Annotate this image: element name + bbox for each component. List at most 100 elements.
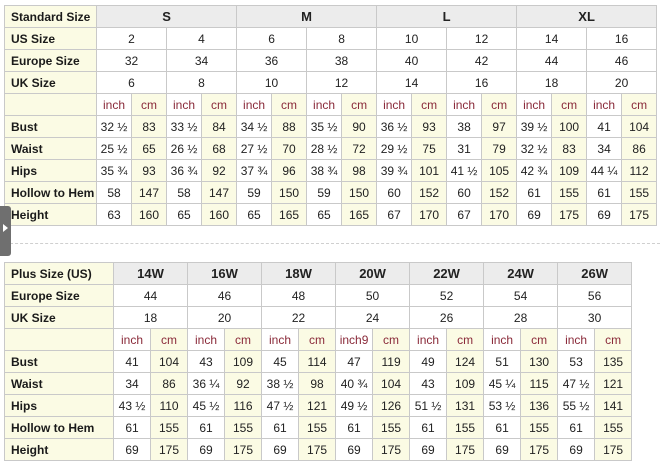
measurement-cell: 43 [409,372,448,395]
measurement-cell: 155 [149,416,189,439]
measurement-cell: 45 ¼ [483,372,522,395]
unit-cell: inch [261,328,300,351]
measurement-cell: 41 [586,115,623,138]
measurement-cell: 49 [409,350,448,373]
row-label: Europe Size [4,284,114,307]
measurement-cell: 155 [621,181,658,204]
measurement-cell: 51 [483,350,522,373]
unit-row-label [4,328,114,351]
plus-size-header: Plus Size (US) [4,262,114,285]
measurement-cell: 61 [516,181,553,204]
europe-size-row: Europe Size 32 34 36 38 40 42 44 46 [4,49,658,72]
measurement-cell: 61 [113,416,151,439]
measurement-cell: 67 [376,203,413,226]
measurement-row-bust: Bust 32 ½ 83 33 ½ 84 34 ½ 88 35 ½ 90 36 ½ 93 38 97 39… [4,115,658,138]
plus-size-table: Plus Size (US) 14W 16W 18W 20W 22W 24W 2… [4,262,633,461]
measurement-cell: 115 [520,372,559,395]
measurement-cell: 112 [621,159,658,182]
measurement-cell: 65 [131,137,167,160]
measurement-cell: 126 [372,394,411,417]
row-label: Waist [4,137,97,160]
unit-cell: cm [520,328,559,351]
measurement-cell: 34 ½ [236,115,273,138]
measurement-cell: 41 ½ [446,159,483,182]
unit-cell: inch [516,93,553,116]
measurement-cell: 175 [372,438,411,461]
row-label: Waist [4,372,114,395]
measurement-cell: 55 ½ [557,394,596,417]
row-label: Bust [4,350,114,373]
measurement-cell: 155 [372,416,411,439]
measurement-cell: 104 [149,350,189,373]
measurement-cell: 59 [306,181,343,204]
row-label: Height [4,438,114,461]
size-value: 28 [483,306,559,329]
measurement-cell: 61 [483,416,522,439]
measurement-cell: 135 [594,350,633,373]
measurement-cell: 35 ¾ [96,159,132,182]
measurement-cell: 36 ¾ [166,159,202,182]
measurement-cell: 104 [621,115,658,138]
size-value: 14 [376,71,448,94]
measurement-cell: 58 [166,181,202,204]
measurement-cell: 69 [586,203,623,226]
size-value: 26 [409,306,485,329]
measurement-cell: 68 [200,137,238,160]
size-header: 14W [112,262,189,285]
unit-cell: inch [483,328,522,351]
measurement-cell: 32 ½ [516,137,553,160]
side-expand-tab[interactable] [0,206,11,256]
measurement-cell: 175 [149,438,189,461]
measurement-cell: 53 [557,350,596,373]
measurement-row-hips: Hips 43 ½ 110 45 ½ 116 47 ½ 121 49 ½ 126 51 ½ 131 5… [4,394,633,417]
measurement-cell: 38 ¾ [306,159,343,182]
size-header: 20W [335,262,411,285]
measurement-cell: 65 [306,203,343,226]
measurement-cell: 155 [594,416,633,439]
measurement-cell: 92 [224,372,263,395]
measurement-cell: 26 ½ [166,137,202,160]
measurement-cell: 93 [131,159,167,182]
measurement-cell: 72 [341,137,378,160]
size-header: 24W [483,262,559,285]
measurement-cell: 170 [411,203,448,226]
measurement-cell: 36 ½ [376,115,413,138]
measurement-cell: 59 [236,181,273,204]
measurement-cell: 175 [298,438,337,461]
chevron-right-icon [3,224,8,232]
measurement-cell: 121 [298,394,337,417]
measurement-cell: 47 ½ [557,372,596,395]
plus-header-row: Plus Size (US) 14W 16W 18W 20W 22W 24W 2… [4,262,633,285]
size-s-header: S [95,5,238,28]
measurement-cell: 175 [594,438,633,461]
measurement-cell: 28 ½ [306,137,343,160]
size-value: 8 [165,71,238,94]
unit-cell: cm [149,328,189,351]
unit-cell: cm [372,328,411,351]
unit-cell: cm [446,328,485,351]
unit-cell: cm [411,93,448,116]
measurement-cell: 165 [271,203,308,226]
measurement-cell: 175 [520,438,559,461]
size-value: 12 [446,27,518,50]
measurement-cell: 109 [551,159,588,182]
size-m-header: M [236,5,378,28]
measurement-cell: 51 ½ [409,394,448,417]
size-value: 24 [335,306,411,329]
size-value: 16 [446,71,518,94]
measurement-row-bust: Bust 41 104 43 109 45 114 47 119 49 124 51 130 53 135 [4,350,633,373]
size-value: 48 [261,284,337,307]
measurement-cell: 136 [520,394,559,417]
measurement-cell: 43 [187,350,226,373]
measurement-cell: 69 [261,438,300,461]
measurement-cell: 25 ½ [96,137,132,160]
unit-cell: inch [409,328,448,351]
measurement-cell: 155 [298,416,337,439]
unit-cell: cm [271,93,308,116]
measurement-cell: 98 [298,372,337,395]
measurement-cell: 70 [271,137,308,160]
measurement-cell: 152 [411,181,448,204]
measurement-cell: 60 [376,181,413,204]
measurement-cell: 110 [149,394,189,417]
measurement-cell: 75 [411,137,448,160]
